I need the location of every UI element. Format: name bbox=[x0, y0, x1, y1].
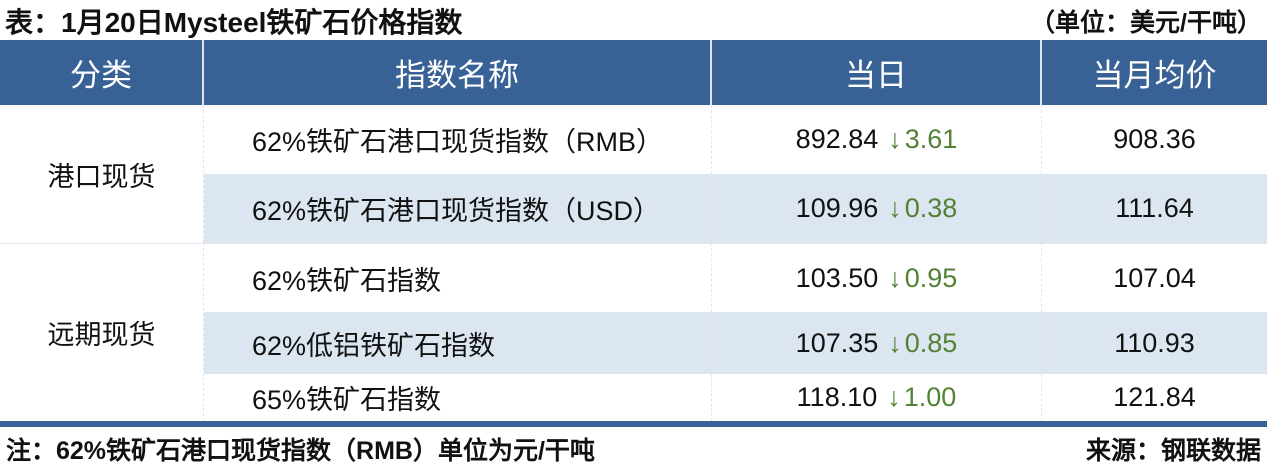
daily-value: 118.10 bbox=[796, 382, 878, 412]
daily-change: 0.95 bbox=[904, 262, 958, 293]
daily-change: 0.38 bbox=[904, 193, 958, 223]
category-cell-forward-spot: 远期现货 bbox=[0, 243, 204, 421]
down-arrow-icon: ↓ bbox=[888, 124, 902, 154]
column-header-index-name: 指数名称 bbox=[204, 40, 712, 105]
daily-value-cell: 892.84 ↓ 3.61 bbox=[712, 105, 1042, 174]
footnote: 注：62%铁矿石港口现货指数（RMB）单位为元/干吨 bbox=[6, 436, 595, 465]
price-index-table: 分类 指数名称 当日 当月均价 港口现货 62%铁矿石港口现货指数（RMB） 8… bbox=[0, 40, 1267, 421]
table-bottom-rule bbox=[0, 421, 1267, 427]
monthly-avg-cell: 908.36 bbox=[1042, 105, 1267, 174]
down-arrow-icon: ↓ bbox=[888, 193, 902, 223]
index-name-cell: 62%铁矿石港口现货指数（RMB） bbox=[204, 105, 712, 174]
title-bar: 表：1月20日Mysteel铁矿石价格指数 （单位：美元/干吨） bbox=[0, 0, 1267, 40]
index-name-cell: 62%铁矿石指数 bbox=[204, 243, 712, 312]
unit-label: （单位：美元/干吨） bbox=[1030, 9, 1262, 37]
daily-change: 1.00 bbox=[903, 382, 957, 412]
column-header-category: 分类 bbox=[0, 40, 204, 105]
daily-value: 109.96 bbox=[795, 193, 879, 223]
index-name-cell: 62%低铝铁矿石指数 bbox=[204, 312, 712, 374]
source-label: 来源：钢联数据 bbox=[1085, 436, 1261, 465]
monthly-avg-cell: 111.64 bbox=[1042, 174, 1267, 243]
daily-value-cell: 107.35 ↓ 0.85 bbox=[712, 312, 1042, 374]
monthly-avg-cell: 107.04 bbox=[1042, 243, 1267, 312]
column-header-daily: 当日 bbox=[712, 40, 1042, 105]
daily-value-cell: 103.50 ↓ 0.95 bbox=[712, 243, 1042, 312]
down-arrow-icon: ↓ bbox=[888, 327, 902, 358]
daily-value: 892.84 bbox=[795, 124, 879, 154]
daily-value: 107.35 bbox=[795, 327, 879, 358]
index-name-cell: 65%铁矿石指数 bbox=[204, 374, 712, 421]
monthly-avg-cell: 121.84 bbox=[1042, 374, 1267, 421]
daily-change: 3.61 bbox=[904, 124, 958, 154]
daily-value-cell: 118.10 ↓ 1.00 bbox=[712, 374, 1042, 421]
daily-change: 0.85 bbox=[904, 327, 958, 358]
monthly-avg-cell: 110.93 bbox=[1042, 312, 1267, 374]
index-name-cell: 62%铁矿石港口现货指数（USD） bbox=[204, 174, 712, 243]
daily-value: 103.50 bbox=[795, 262, 879, 293]
daily-value-cell: 109.96 ↓ 0.38 bbox=[712, 174, 1042, 243]
down-arrow-icon: ↓ bbox=[888, 262, 902, 293]
column-header-monthly-avg: 当月均价 bbox=[1042, 40, 1267, 105]
page-title: 表：1月20日Mysteel铁矿石价格指数 bbox=[5, 7, 463, 38]
footer-bar: 注：62%铁矿石港口现货指数（RMB）单位为元/干吨 来源：钢联数据 bbox=[0, 427, 1267, 470]
category-cell-port-spot: 港口现货 bbox=[0, 105, 204, 243]
down-arrow-icon: ↓ bbox=[887, 382, 901, 412]
